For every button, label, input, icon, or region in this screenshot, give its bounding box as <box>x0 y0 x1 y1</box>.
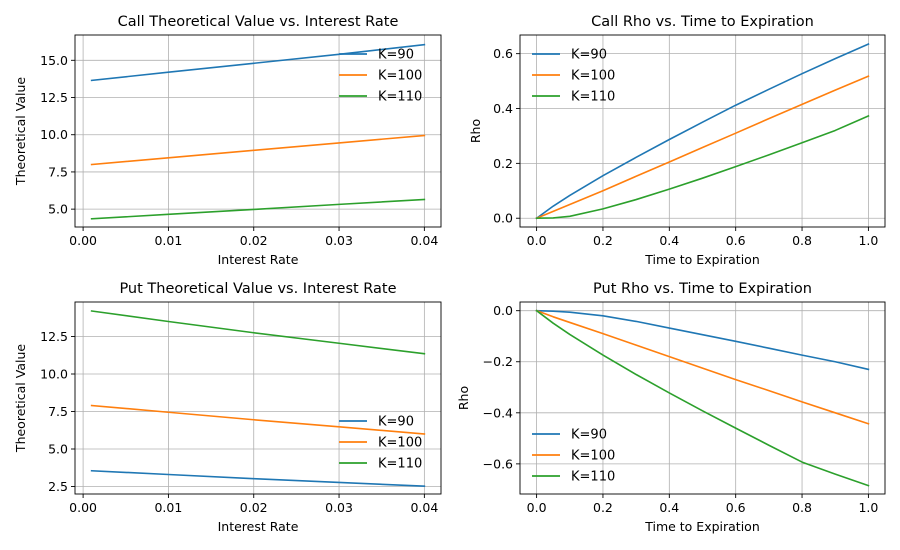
x-tick-label: 0.0 <box>527 500 547 515</box>
plot-frame <box>74 34 442 228</box>
y-tick-label: 2.5 <box>48 479 68 494</box>
y-tick-label: 0.6 <box>493 46 513 61</box>
y-tick-label: −0.4 <box>483 405 513 420</box>
subplot-2: 0.0 0.2 0.4 0.6 0.8 1.0 0.0 0.2 0.4 0.6 Call Rho v… <box>468 14 886 267</box>
y-axis-label: Rho <box>456 386 471 410</box>
y-tick-label: 0.0 <box>493 211 513 226</box>
y-tick-label: −0.2 <box>483 354 513 369</box>
x-axis-label: Time to Expiration <box>644 519 760 534</box>
legend-label: K=100 <box>571 69 615 84</box>
y-tick-label: 0.2 <box>493 156 513 171</box>
y-tick-label: 0.4 <box>493 101 513 116</box>
legend-label: K=110 <box>378 90 422 105</box>
y-tick-label: 7.5 <box>48 164 68 179</box>
y-tick-label: 15.0 <box>40 53 68 68</box>
series-line-k100 <box>90 134 426 166</box>
x-tick-label: 0.01 <box>154 233 182 248</box>
y-tick-label: 10.0 <box>40 367 68 382</box>
x-tick-label: 0.00 <box>69 500 97 515</box>
legend-label: K=90 <box>378 48 414 63</box>
y-axis-label: Theoretical Value <box>13 77 28 186</box>
x-tick-label: 0.01 <box>154 500 182 515</box>
series-line-k90 <box>535 309 870 371</box>
subplot-4: 0.0 0.2 0.4 0.6 0.8 1.0 0.0 −0.2 −0.4 −0.6 Put Rho… <box>456 281 886 534</box>
y-axis-label: Rho <box>468 119 483 143</box>
x-tick-label: 0.6 <box>726 233 746 248</box>
x-tick-label: 0.8 <box>792 500 812 515</box>
chart-title: Call Theoretical Value vs. Interest Rate <box>118 14 399 30</box>
legend-label: K=110 <box>571 470 615 485</box>
plot-frame <box>519 301 886 495</box>
x-axis-label: Interest Rate <box>218 252 299 267</box>
series-line-k110 <box>90 310 426 355</box>
x-tick-label: 0.0 <box>527 233 547 248</box>
legend-label: K=90 <box>571 48 607 63</box>
legend-label: K=90 <box>571 428 607 443</box>
x-tick-label: 0.4 <box>659 233 679 248</box>
series-line-k100 <box>90 404 426 435</box>
legend: K=90 K=100 K=110 <box>339 48 422 105</box>
x-tick-label: 0.02 <box>240 233 268 248</box>
series-line-k110 <box>535 114 870 220</box>
chart-title: Put Rho vs. Time to Expiration <box>593 281 812 297</box>
x-tick-label: 0.04 <box>410 233 438 248</box>
x-tick-label: 0.03 <box>325 500 353 515</box>
x-tick-label: 0.03 <box>325 233 353 248</box>
series-line-k90 <box>90 43 426 82</box>
series-line-k90 <box>90 469 426 488</box>
y-tick-label: 10.0 <box>40 127 68 142</box>
legend: K=90 K=100 K=110 <box>339 415 422 472</box>
legend-label: K=90 <box>378 415 414 430</box>
legend: K=90 K=100 K=110 <box>532 48 615 105</box>
legend-label: K=110 <box>378 457 422 472</box>
y-axis-label: Theoretical Value <box>13 344 28 453</box>
chart-title: Call Rho vs. Time to Expiration <box>591 14 814 30</box>
x-axis-label: Time to Expiration <box>644 252 760 267</box>
x-tick-label: 0.2 <box>593 500 613 515</box>
legend-label: K=100 <box>378 69 422 84</box>
x-tick-label: 1.0 <box>858 500 878 515</box>
legend-label: K=100 <box>571 449 615 464</box>
y-tick-label: 12.5 <box>40 90 68 105</box>
legend-label: K=110 <box>571 90 615 105</box>
y-tick-label: 5.0 <box>48 442 68 457</box>
legend-label: K=100 <box>378 436 422 451</box>
subplot-3: 0.00 0.01 0.02 0.03 0.04 2.5 5.0 7.5 10.0 12.5 Put… <box>13 281 442 534</box>
x-tick-label: 0.4 <box>659 500 679 515</box>
y-tick-label: 5.0 <box>48 202 68 217</box>
x-tick-label: 1.0 <box>858 233 878 248</box>
x-tick-label: 0.02 <box>240 500 268 515</box>
x-axis-label: Interest Rate <box>218 519 299 534</box>
y-tick-label: 12.5 <box>40 329 68 344</box>
subplot-1: 0.00 0.01 0.02 0.03 0.04 5.0 7.5 10.0 12.5 15.0 Ca… <box>13 14 442 267</box>
plot-frame <box>74 301 442 495</box>
series-line-k100 <box>535 309 870 425</box>
y-tick-label: 0.0 <box>493 303 513 318</box>
y-tick-label: −0.6 <box>483 456 513 471</box>
series-line-k100 <box>535 75 870 220</box>
plot-frame <box>519 34 886 228</box>
series-line-k90 <box>535 42 870 220</box>
series-line-k110 <box>535 309 870 487</box>
x-tick-label: 0.04 <box>410 500 438 515</box>
x-tick-label: 0.8 <box>792 233 812 248</box>
chart-title: Put Theoretical Value vs. Interest Rate <box>119 281 396 297</box>
y-tick-label: 7.5 <box>48 404 68 419</box>
x-tick-label: 0.00 <box>69 233 97 248</box>
series-line-k110 <box>90 198 426 220</box>
legend: K=90 K=100 K=110 <box>532 428 615 485</box>
x-tick-label: 0.2 <box>593 233 613 248</box>
x-tick-label: 0.6 <box>726 500 746 515</box>
